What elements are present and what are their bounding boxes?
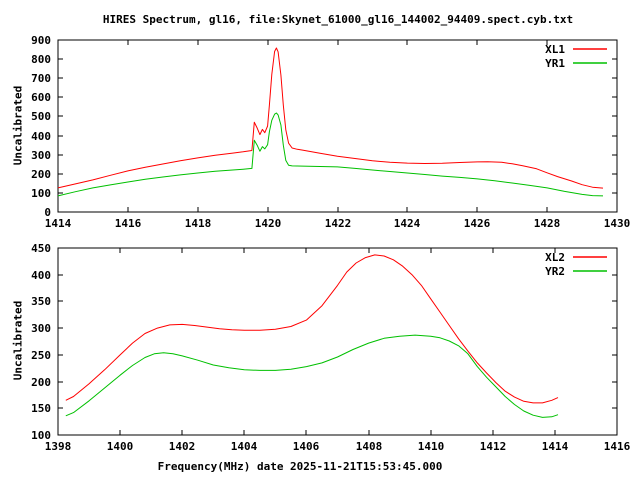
y-tick-label: 400 (31, 130, 51, 143)
x-tick-label: 1414 (542, 440, 569, 453)
x-tick-label: 1412 (480, 440, 507, 453)
x-tick-label: 1408 (356, 440, 383, 453)
bottom-spectrum-plot-border (57, 247, 618, 436)
series-line-XL1 (57, 47, 604, 189)
y-tick-label: 450 (31, 242, 51, 255)
bottom-spectrum-axes (57, 247, 618, 436)
y-tick-label: 600 (31, 91, 51, 104)
y-tick-label: 300 (31, 322, 51, 335)
y-tick-label: 350 (31, 295, 51, 308)
legend-label-YR2: YR2 (545, 265, 565, 278)
x-tick-label: 1406 (293, 440, 320, 453)
x-tick-label: 1422 (325, 217, 352, 230)
y-tick-label: 100 (31, 187, 51, 200)
x-tick-label: 1404 (231, 440, 258, 453)
x-tick-label: 1416 (115, 217, 142, 230)
series-line-XL2 (65, 254, 559, 404)
x-tick-label: 1402 (169, 440, 196, 453)
legend-label-YR1: YR1 (545, 57, 565, 70)
x-tick-label: 1418 (185, 217, 212, 230)
y-tick-label: 150 (31, 402, 51, 415)
y-tick-label: 900 (31, 34, 51, 47)
x-tick-label: 1426 (464, 217, 491, 230)
x-tick-label: 1398 (45, 440, 72, 453)
y-tick-label: 800 (31, 53, 51, 66)
x-tick-label: 1420 (255, 217, 282, 230)
y-tick-label: 100 (31, 429, 51, 442)
y-tick-label: 200 (31, 168, 51, 181)
legend-label-XL2: XL2 (545, 251, 565, 264)
y-tick-label: 250 (31, 349, 51, 362)
y-tick-label: 400 (31, 269, 51, 282)
y-tick-label: 0 (44, 206, 51, 219)
chart-title: HIRES Spectrum, gl16, file:Skynet_61000_… (102, 13, 574, 26)
x-tick-label: 1414 (45, 217, 72, 230)
x-axis-label: Frequency(MHz) date 2025-11-21T15:53:45.… (157, 460, 443, 473)
x-tick-label: 1428 (534, 217, 561, 230)
legend-label-XL1: XL1 (545, 43, 565, 56)
x-tick-label: 1430 (604, 217, 631, 230)
y-tick-label: 300 (31, 149, 51, 162)
x-tick-label: 1410 (418, 440, 445, 453)
top-spectrum-axes (57, 39, 618, 213)
y-tick-label: 200 (31, 376, 51, 389)
series-line-YR1 (57, 112, 604, 197)
x-tick-label: 1400 (107, 440, 134, 453)
series-line-YR2 (65, 334, 559, 418)
y-tick-label: 500 (31, 110, 51, 123)
x-tick-label: 1424 (394, 217, 421, 230)
x-tick-label: 1416 (604, 440, 631, 453)
y-tick-label: 700 (31, 72, 51, 85)
